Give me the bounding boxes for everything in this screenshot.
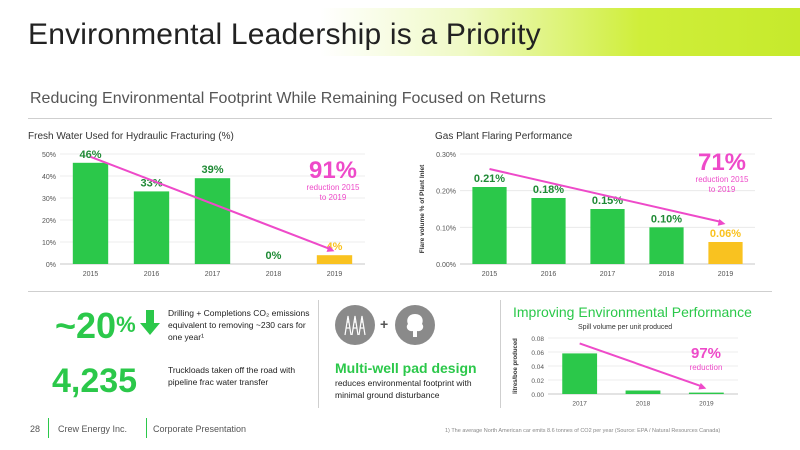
footer-divider-1 bbox=[48, 418, 49, 438]
emissions-text: Drilling + Completions CO₂ emissions equ… bbox=[168, 308, 310, 342]
tree-icon bbox=[395, 305, 435, 345]
chart3-bar bbox=[625, 390, 661, 394]
chart1-callout-text: reduction 2015 bbox=[307, 183, 360, 192]
chart2-data-label: 0.21% bbox=[474, 173, 505, 185]
chart3-xtick-label: 2017 bbox=[572, 401, 587, 408]
chart1-bar bbox=[194, 178, 231, 264]
chart1-ytick-label: 20% bbox=[42, 218, 56, 225]
down-arrow-icon bbox=[140, 310, 160, 335]
chart1-ytick-label: 50% bbox=[42, 152, 56, 159]
multiwell-title: Multi-well pad design bbox=[335, 360, 477, 376]
chart3-trend-arrow-line bbox=[579, 342, 703, 388]
chart3-ytick-label: 0.04 bbox=[531, 364, 544, 371]
chart2-bar bbox=[649, 227, 684, 264]
multiwell-text: reduces environmental footprint with min… bbox=[335, 378, 472, 400]
chart2-xtick-label: 2018 bbox=[659, 271, 675, 278]
middle-divider bbox=[28, 291, 772, 292]
chart3-ytick-label: 0.08 bbox=[531, 336, 544, 343]
chart3-trend-arrow-head bbox=[698, 382, 707, 390]
flaring-chart: 0.00% 0.10% 0.20% 0.30% 2015 0.21% 2016 0.18% 20… bbox=[419, 149, 755, 278]
chart1-title: Fresh Water Used for Hydraulic Fracturin… bbox=[28, 131, 234, 142]
chart2-ytick-label: 0.00% bbox=[436, 262, 456, 269]
chart2-ylabel: Flare volume % of Plant Inlet bbox=[419, 164, 426, 253]
spill-volume-chart: 0.00 0.02 0.04 0.06 0.08 2017 2018 2019 litres/b… bbox=[513, 336, 738, 408]
chart2-title: Gas Plant Flaring Performance bbox=[435, 131, 573, 142]
chart1-ytick-label: 10% bbox=[42, 240, 56, 247]
chart2-bar bbox=[472, 187, 507, 264]
page-number: 28 bbox=[30, 424, 41, 434]
rig-icon bbox=[335, 305, 375, 345]
stats-divider-right bbox=[500, 300, 501, 408]
chart3-ytick-label: 0.00 bbox=[531, 392, 544, 399]
document-name: Corporate Presentation bbox=[153, 424, 247, 434]
truckloads-text: Truckloads taken off the road with pipel… bbox=[168, 365, 296, 387]
chart2-xtick-label: 2015 bbox=[482, 271, 498, 278]
chart1-ytick-label: 30% bbox=[42, 196, 56, 203]
chart1-ytick-label: 40% bbox=[42, 174, 56, 181]
chart2-xtick-label: 2017 bbox=[600, 271, 616, 278]
chart2-callout-value: 71% bbox=[698, 149, 746, 176]
chart1-xtick-label: 2019 bbox=[327, 271, 343, 278]
subtitle-divider bbox=[28, 118, 772, 119]
chart3-bar bbox=[562, 353, 598, 394]
chart1-xtick-label: 2018 bbox=[266, 271, 282, 278]
chart1-ytick-label: 0% bbox=[46, 262, 56, 269]
company-name: Crew Energy Inc. bbox=[58, 424, 128, 434]
emissions-number: ~20 bbox=[55, 305, 117, 346]
chart3-subtitle: Spill volume per unit produced bbox=[578, 324, 673, 331]
stats-divider-left bbox=[318, 300, 319, 408]
title-accent-bar bbox=[0, 8, 800, 56]
chart2-bar bbox=[590, 209, 625, 264]
chart3-xtick-label: 2018 bbox=[636, 401, 651, 408]
chart1-data-label: 46% bbox=[79, 149, 101, 161]
chart1-data-label: 0% bbox=[266, 250, 282, 262]
chart2-trend-arrow-line bbox=[489, 168, 722, 223]
plus-sign: + bbox=[380, 316, 389, 332]
chart2-ytick-label: 0.10% bbox=[436, 225, 456, 232]
chart1-callout-value: 91% bbox=[309, 157, 357, 184]
footnote: 1) The average North American car emits … bbox=[445, 428, 721, 434]
chart1-trend-arrow-line bbox=[90, 155, 331, 251]
chart3-ylabel: litres/boe produced bbox=[513, 338, 519, 394]
chart1-data-label: 39% bbox=[201, 164, 223, 176]
chart2-callout-text: to 2019 bbox=[709, 185, 736, 194]
chart2-data-label: 0.10% bbox=[651, 213, 682, 225]
chart1-bar bbox=[72, 162, 109, 264]
chart3-bar bbox=[688, 392, 724, 394]
chart3-xtick-label: 2019 bbox=[699, 401, 714, 408]
chart1-xtick-label: 2017 bbox=[205, 271, 221, 278]
chart1-callout-text: to 2019 bbox=[320, 193, 347, 202]
fresh-water-chart: 0% 10% 20% 30% 40% 50% 2015 46% 2016 33% 2017 39% 20… bbox=[42, 149, 365, 278]
chart2-data-label: 0.18% bbox=[533, 184, 564, 196]
chart2-data-label: 0.06% bbox=[710, 228, 741, 240]
chart2-xtick-label: 2016 bbox=[541, 271, 557, 278]
chart2-bar bbox=[531, 198, 566, 264]
chart1-xtick-label: 2016 bbox=[144, 271, 160, 278]
page-title: Environmental Leadership is a Priority bbox=[28, 18, 541, 51]
chart2-xtick-label: 2019 bbox=[718, 271, 734, 278]
chart3-callout-value: 97% bbox=[691, 345, 721, 362]
emissions-unit: % bbox=[116, 312, 136, 337]
chart2-callout-text: reduction 2015 bbox=[696, 175, 749, 184]
chart1-data-label: 33% bbox=[140, 177, 162, 189]
footer-divider-2 bbox=[146, 418, 147, 438]
chart3-ytick-label: 0.06 bbox=[531, 350, 544, 357]
chart2-ytick-label: 0.30% bbox=[436, 152, 456, 159]
emissions-value: ~20% bbox=[55, 305, 136, 346]
chart2-ytick-label: 0.20% bbox=[436, 189, 456, 196]
truckloads-value: 4,235 bbox=[52, 362, 138, 400]
page-subtitle: Reducing Environmental Footprint While R… bbox=[30, 90, 546, 107]
chart2-bar bbox=[708, 242, 743, 264]
chart2-trend-arrow-head bbox=[717, 218, 726, 226]
chart1-xtick-label: 2015 bbox=[83, 271, 99, 278]
chart3-title: Improving Environmental Performance bbox=[513, 304, 752, 320]
chart3-ytick-label: 0.02 bbox=[531, 378, 544, 385]
chart1-bar bbox=[133, 191, 170, 264]
chart1-bar bbox=[316, 255, 353, 264]
chart3-callout-text: reduction bbox=[690, 363, 723, 372]
chart1-trend-arrow-head bbox=[326, 245, 335, 252]
